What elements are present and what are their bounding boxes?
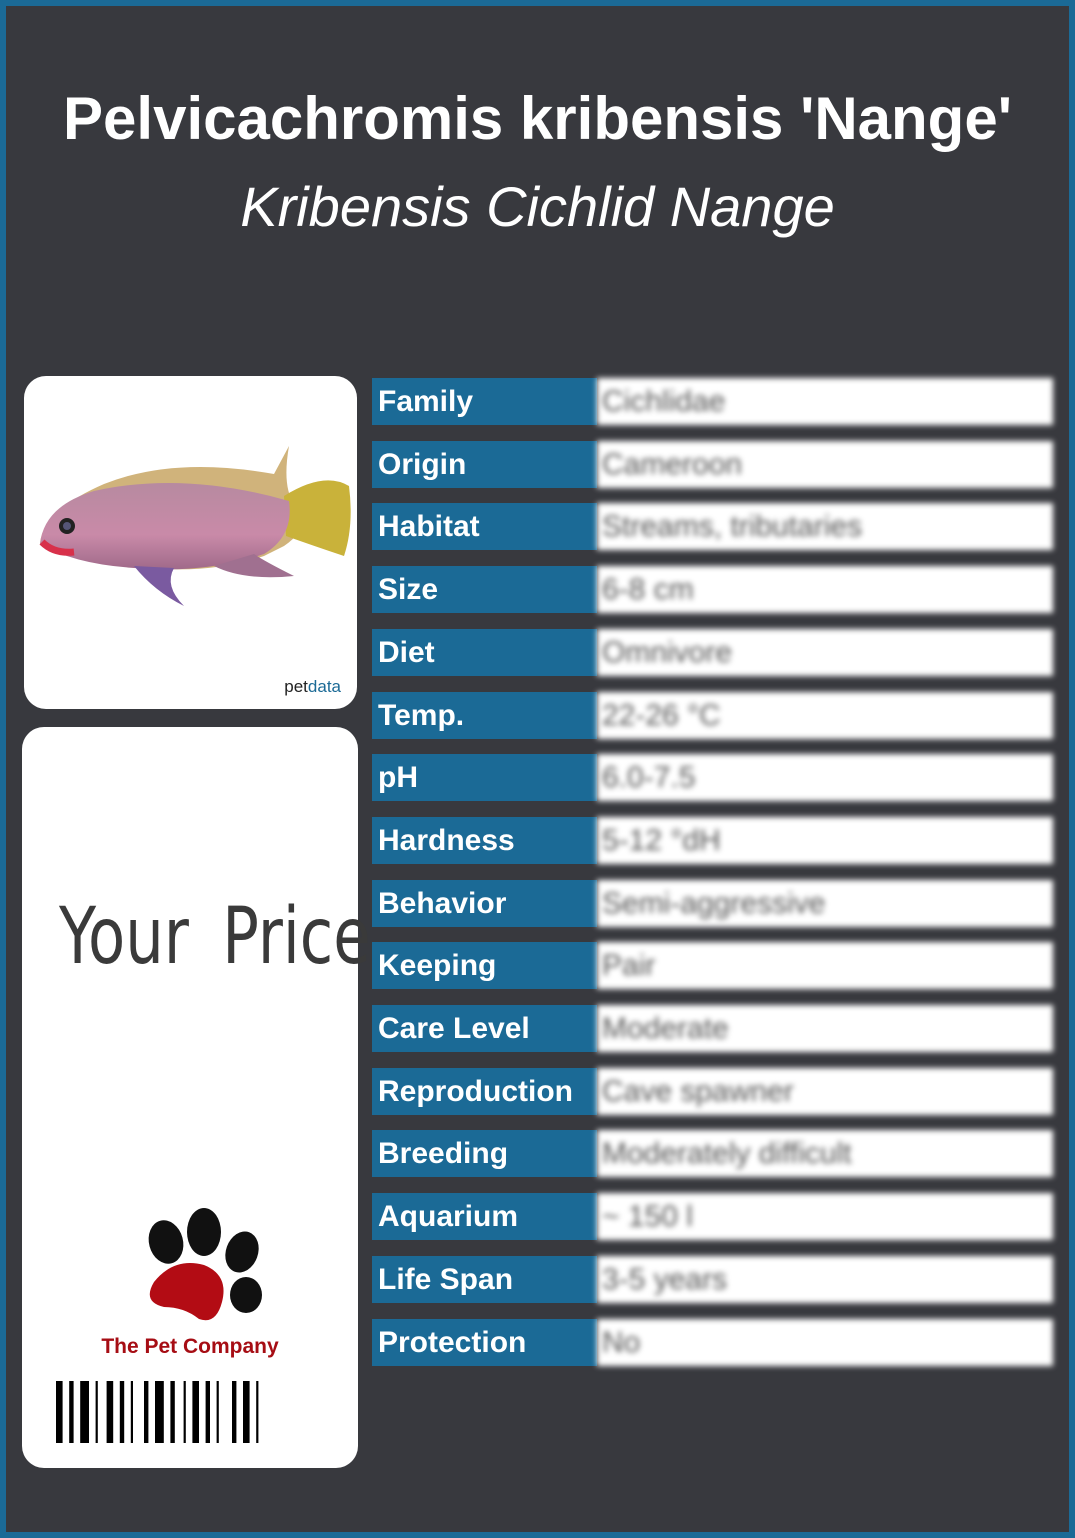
fact-row: Life Span 3-5 years [372, 1255, 1053, 1303]
fact-label-cell: Behavior [372, 879, 597, 927]
fact-label: Keeping [378, 949, 497, 983]
fact-value: Moderately difficult [597, 1130, 1053, 1178]
fact-label: Aquarium [378, 1200, 519, 1234]
fact-value: 6-8 cm [597, 566, 1053, 614]
fact-label: Origin [378, 447, 467, 481]
barcode-bar [69, 1381, 74, 1443]
barcode-bar [80, 1381, 89, 1443]
fact-value: Cichlidae [597, 378, 1053, 425]
common-name: Kribensis Cichlid Nange [240, 175, 835, 238]
fact-value: Streams, tributaries [597, 503, 1053, 551]
fact-row: pH 6.0-7.5 [372, 754, 1053, 802]
barcode-bar [56, 1381, 63, 1443]
barcode-bar [130, 1381, 133, 1443]
barcode [56, 1381, 259, 1443]
barcode-bar [243, 1381, 250, 1443]
fact-label-cell: Care Level [372, 1005, 597, 1052]
fact-row: Reproduction Cave spawner [372, 1067, 1053, 1115]
fact-label: Temp. [378, 698, 465, 732]
fact-label: Diet [378, 635, 435, 669]
page-title-wrap: Pelvicachromis kribensis 'Nange' [0, 82, 1075, 156]
fact-row: Size 6-8 cm [372, 566, 1053, 614]
fact-value: Cave spawner [597, 1067, 1053, 1115]
barcode-bar [155, 1381, 164, 1443]
fact-row: Family Cichlidae [372, 378, 1053, 425]
barcode-bar [232, 1381, 237, 1443]
fact-label: Life Span [378, 1262, 514, 1296]
fact-row: Diet Omnivore [372, 628, 1053, 676]
fact-row: Habitat Streams, tributaries [372, 503, 1053, 551]
fact-label-cell: Keeping [372, 942, 597, 990]
logo-text: pet [284, 677, 308, 696]
fact-label-cell: Size [372, 566, 597, 614]
barcode-bar [95, 1381, 98, 1443]
fact-row: Breeding Moderately difficult [372, 1130, 1053, 1178]
fact-label: Reproduction [378, 1074, 573, 1108]
fact-label: Care Level [378, 1012, 530, 1045]
barcode-bar [106, 1381, 114, 1443]
fact-label: Size [378, 573, 439, 607]
fact-label: Habitat [378, 510, 480, 544]
fact-value: 5-12 °dH [597, 816, 1053, 864]
fact-value: ~ 150 l [597, 1193, 1053, 1241]
fact-value: No [597, 1318, 1053, 1366]
page-title: Pelvicachromis kribensis 'Nange' [63, 85, 1012, 152]
fact-label: Family [378, 385, 474, 418]
fact-row: Behavior Semi-aggressive [372, 879, 1053, 927]
price-label: Your Price [58, 892, 371, 982]
barcode-bar [183, 1381, 186, 1443]
fish-image [39, 446, 351, 606]
fact-value: Omnivore [597, 628, 1053, 676]
fact-row: Temp. 22-26 °C [372, 691, 1053, 739]
fact-label-cell: Hardness [372, 816, 597, 864]
barcode-bar [205, 1381, 210, 1443]
price-card: Your Price The Pet Company [22, 727, 371, 1468]
fact-label-cell: Habitat [372, 503, 597, 551]
fact-label: Behavior [378, 886, 507, 920]
fact-label: Breeding [378, 1137, 509, 1171]
fact-value: 6.0-7.5 [597, 754, 1053, 802]
logo-text-accent: data [307, 677, 341, 696]
fact-label-cell: Family [372, 378, 597, 425]
fact-label-cell: pH [372, 754, 597, 802]
fact-value: 3-5 years [597, 1255, 1053, 1303]
fact-row: Care Level Moderate [372, 1005, 1053, 1052]
barcode-bar [192, 1381, 199, 1443]
fact-row: Protection No [372, 1318, 1053, 1366]
fact-row: Origin Cameroon [372, 440, 1053, 488]
barcode-bar [256, 1381, 259, 1443]
petdata-logo: petdata [284, 677, 341, 697]
fact-label-cell: Temp. [372, 691, 597, 739]
fact-label-cell: Life Span [372, 1255, 597, 1303]
fact-label-cell: Aquarium [372, 1193, 597, 1241]
fact-label-cell: Origin [372, 440, 597, 488]
fact-label-cell: Reproduction [372, 1067, 597, 1115]
fact-value: Moderate [597, 1005, 1053, 1052]
fact-row: Keeping Pair [372, 942, 1053, 990]
paw-logo-icon [148, 1208, 262, 1321]
fact-label: Protection [378, 1325, 527, 1359]
fact-value: Pair [597, 942, 1053, 990]
fact-value: 22-26 °C [597, 691, 1053, 739]
common-name-wrap: Kribensis Cichlid Nange [0, 172, 1075, 242]
barcode-bar [170, 1381, 175, 1443]
fact-row: Hardness 5-12 °dH [372, 816, 1053, 864]
fact-label-cell: Diet [372, 628, 597, 676]
fact-label-cell: Protection [372, 1318, 597, 1366]
fact-row: Aquarium ~ 150 l [372, 1193, 1053, 1241]
fact-value: Semi-aggressive [597, 879, 1053, 927]
company-name: The Pet Company [101, 1335, 279, 1358]
fact-label-cell: Breeding [372, 1130, 597, 1178]
fact-label: Hardness [378, 823, 515, 857]
fact-value: Cameroon [597, 440, 1053, 488]
barcode-bar [119, 1381, 125, 1443]
fish-photo-card: petdata [24, 376, 357, 709]
fact-label: pH [378, 761, 418, 795]
barcode-bar [216, 1381, 219, 1443]
barcode-bar [144, 1381, 149, 1443]
